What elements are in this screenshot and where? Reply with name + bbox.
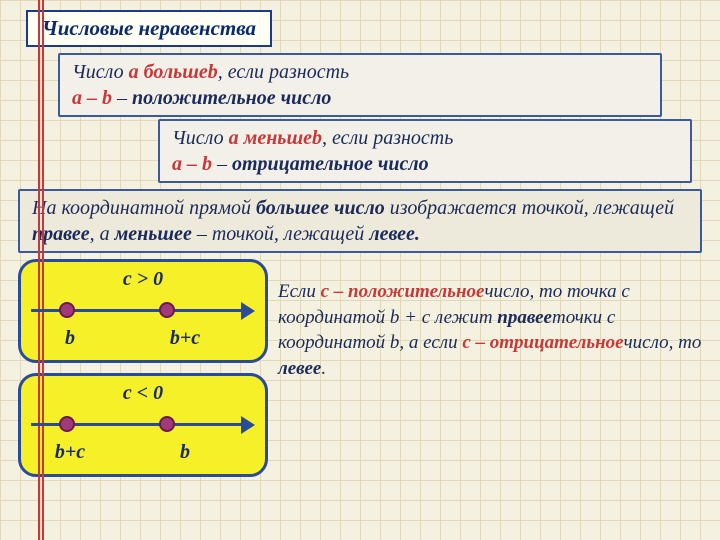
t: . [321, 358, 326, 379]
lbl-b: b [135, 441, 235, 464]
diagram-c-negative: c < 0 b+c b [18, 373, 268, 477]
explanation-text: Если с – положительноечисло, то точка с … [278, 259, 702, 487]
axis-labels: b b+c [29, 327, 257, 350]
t: , если разность [218, 61, 349, 83]
t: , если разность [322, 127, 453, 149]
t: – точкой, лежащей [192, 223, 369, 245]
b: правее [32, 223, 90, 245]
t: На координатной прямой [32, 197, 256, 219]
margin-rule-2 [42, 0, 44, 540]
a-greater: a больше [129, 61, 208, 83]
point-bpc [59, 416, 75, 432]
expr: a – b [72, 87, 112, 109]
point-b [159, 416, 175, 432]
axis-labels: b+c b [29, 441, 257, 464]
diagram-c-positive: c > 0 b b+c [18, 259, 268, 363]
t: – [212, 153, 232, 175]
b-var: b [208, 61, 218, 83]
rule-numberline: На координатной прямой большее число изо… [18, 189, 702, 253]
cond-neg: c < 0 [29, 382, 257, 405]
cond-pos: c > 0 [29, 268, 257, 291]
diagram-column: c > 0 b b+c c < 0 b+c b [18, 259, 268, 487]
lbl-bpc: b+c [35, 441, 105, 464]
t: Число [172, 127, 229, 149]
t: Если [278, 281, 321, 302]
c-pos: с – положительное [321, 281, 485, 302]
number-line [31, 297, 255, 325]
margin-rule-1 [38, 0, 40, 540]
b: правее [497, 307, 552, 328]
pos-word: положительное число [132, 87, 331, 109]
point-b [59, 302, 75, 318]
t: число, то [624, 332, 702, 353]
expr: a – b [172, 153, 212, 175]
b: меньшее [115, 223, 192, 245]
t: , а [90, 223, 115, 245]
c-neg: с – отрицательное [462, 332, 623, 353]
lbl-b: b [35, 327, 105, 350]
point-bpc [159, 302, 175, 318]
axis-arrow-icon [241, 302, 255, 320]
neg-word: отрицательное число [232, 153, 429, 175]
a-less: a меньше [229, 127, 312, 149]
lbl-bpc: b+c [135, 327, 235, 350]
b: левее [278, 358, 321, 379]
b: большее число [256, 197, 385, 219]
page-title: Числовые неравенства [26, 10, 272, 47]
rule-less: Число a меньшеb, если разность a – b – о… [158, 119, 692, 183]
t: – [112, 87, 132, 109]
t: изображается точкой, лежащей [385, 197, 674, 219]
b: левее. [369, 223, 420, 245]
rule-greater: Число a большеb, если разность a – b – п… [58, 53, 662, 117]
b-var: b [312, 127, 322, 149]
t: Число [72, 61, 129, 83]
axis-arrow-icon [241, 416, 255, 434]
number-line [31, 411, 255, 439]
